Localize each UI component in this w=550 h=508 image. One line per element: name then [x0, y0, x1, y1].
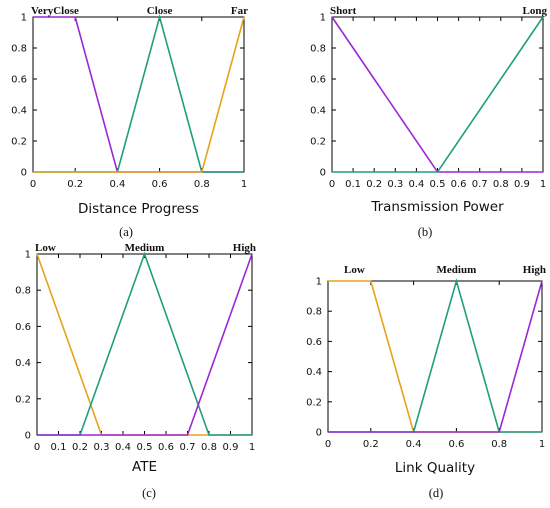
- x-tick-label: 0.7: [180, 442, 196, 453]
- x-tick-label: 0.6: [448, 439, 464, 450]
- x-tick-label: 0.2: [363, 439, 379, 450]
- y-tick-label: 0.6: [15, 322, 31, 333]
- x-tick-label: 0.5: [430, 179, 446, 190]
- y-tick-label: 0.2: [15, 394, 31, 405]
- x-tick-label: 0.3: [387, 179, 403, 190]
- x-axis-label: Distance Progress: [78, 201, 199, 217]
- x-tick-label: 0.2: [72, 442, 88, 453]
- x-tick-label: 1: [539, 439, 545, 450]
- y-tick-label: 0.8: [11, 44, 27, 55]
- chart-panel-b: 0 0.1 0.2 0.3 0.4 0.5 0.6 0.7 0.8 0.9 1 0 0.2 0.4 0.6 0…: [310, 5, 547, 239]
- y-tick-label: 0.6: [310, 75, 326, 86]
- x-tick-label: 0.5: [137, 442, 153, 453]
- y-tick-label: 1: [320, 13, 326, 24]
- x-tick-label: 0.4: [406, 439, 422, 450]
- x-tick-label: 0: [325, 439, 331, 450]
- x-tick-label: 0.1: [345, 179, 361, 190]
- y-tick-label: 0.4: [310, 106, 326, 117]
- series-line-close: [33, 13, 244, 173]
- x-tick-label: 0.9: [514, 179, 530, 190]
- term-label-veryclose: VeryClose: [31, 5, 79, 17]
- x-tick-label: 1: [540, 179, 546, 190]
- y-tick-label: 0: [21, 168, 27, 179]
- x-tick-label: 0.4: [115, 442, 131, 453]
- x-tick-label: 0.6: [158, 442, 174, 453]
- term-label-high: High: [523, 264, 546, 276]
- x-tick-label: 0.8: [201, 442, 217, 453]
- y-tick-label: 0.6: [306, 337, 322, 348]
- term-label-long: Long: [523, 5, 548, 17]
- x-tick-label: 0.6: [152, 179, 168, 190]
- y-tick-label: 1: [21, 13, 27, 24]
- y-tick-label: 0.8: [306, 307, 322, 318]
- series-line-long: [332, 16, 544, 173]
- term-label-far: Far: [231, 5, 248, 17]
- series-line-medium: [328, 278, 542, 433]
- x-tick-label: 0.3: [94, 442, 110, 453]
- y-tick-label: 0.4: [306, 367, 322, 378]
- y-tick-label: 0.8: [310, 44, 326, 55]
- x-tick-label: 0.4: [109, 179, 125, 190]
- y-tick-label: 0.2: [11, 137, 27, 148]
- series-line-high: [328, 280, 543, 433]
- x-tick-label: 0.9: [223, 442, 239, 453]
- y-tick-label: 1: [316, 277, 322, 288]
- y-tick-label: 0.6: [11, 75, 27, 86]
- y-tick-label: 1: [25, 250, 31, 261]
- x-tick-label: 0: [30, 179, 36, 190]
- series-line-high: [37, 253, 253, 436]
- term-label-low: Low: [35, 242, 56, 254]
- x-tick-label: 1: [249, 442, 255, 453]
- y-tick-label: 0.8: [15, 286, 31, 297]
- x-axis-label: Transmission Power: [370, 199, 504, 215]
- x-axis-label: ATE: [132, 459, 157, 475]
- term-label-short: Short: [330, 5, 357, 17]
- x-tick-label: 0.8: [194, 179, 210, 190]
- chart-panel-a: 0 0.2 0.4 0.6 0.8 1 0 0.2 0.4 0.6 0.8 1 VeryClose Clo…: [11, 5, 248, 239]
- x-tick-label: 0.4: [408, 179, 424, 190]
- x-axis-label: Link Quality: [395, 460, 475, 476]
- chart-panel-c: 0 0.1 0.2 0.3 0.4 0.5 0.6 0.7 0.8 0.9 1 0 0.2 0.4 0.6 0…: [15, 242, 256, 500]
- x-tick-label: 0.8: [493, 179, 509, 190]
- x-tick-label: 0.2: [67, 179, 83, 190]
- series-line-far: [33, 16, 245, 173]
- x-tick-label: 0.6: [451, 179, 467, 190]
- y-tick-label: 0.2: [306, 397, 322, 408]
- y-tick-label: 0: [320, 168, 326, 179]
- x-tick-label: 1: [241, 179, 247, 190]
- y-tick-label: 0: [316, 428, 322, 439]
- y-tick-label: 0: [25, 431, 31, 442]
- x-tick-label: 0.1: [51, 442, 67, 453]
- panel-caption: (d): [429, 486, 444, 500]
- x-tick-label: 0: [329, 179, 335, 190]
- chart-panel-d: 0 0.2 0.4 0.6 0.8 1 0 0.2 0.4 0.6 0.8 1 Low Medium Hig…: [306, 264, 546, 500]
- x-tick-label: 0.7: [472, 179, 488, 190]
- x-tick-label: 0.2: [366, 179, 382, 190]
- term-label-low: Low: [344, 264, 365, 276]
- panel-caption: (b): [418, 225, 433, 239]
- x-tick-label: 0: [34, 442, 40, 453]
- term-label-medium: Medium: [125, 242, 165, 254]
- term-label-medium: Medium: [437, 264, 477, 276]
- panel-caption: (c): [142, 486, 156, 500]
- series-line-short: [331, 16, 543, 173]
- plot-frame: [331, 16, 544, 173]
- x-tick-label: 0.8: [491, 439, 507, 450]
- term-label-close: Close: [147, 5, 173, 17]
- y-tick-label: 0.4: [15, 358, 31, 369]
- panel-caption: (a): [119, 225, 133, 239]
- y-tick-label: 0.4: [11, 106, 27, 117]
- y-tick-label: 0.2: [310, 137, 326, 148]
- term-label-high: High: [233, 242, 256, 254]
